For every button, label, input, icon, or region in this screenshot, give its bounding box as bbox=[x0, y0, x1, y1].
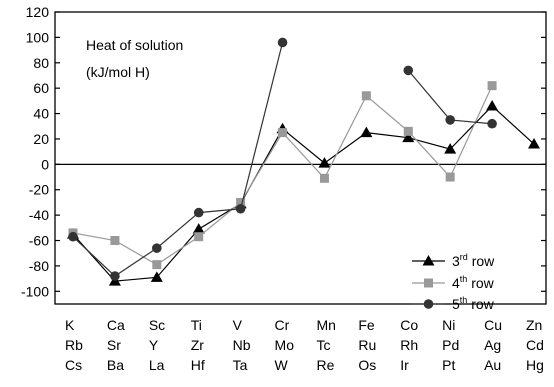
data-point-square bbox=[361, 91, 371, 101]
legend-item: 3rd row bbox=[412, 252, 495, 269]
x-category-label: Cr bbox=[275, 317, 290, 333]
data-point-circle bbox=[277, 37, 288, 48]
x-category-label: Cd bbox=[526, 337, 544, 353]
series-3 bbox=[68, 37, 497, 281]
x-category-label: Ca bbox=[107, 317, 125, 333]
x-category-label: Re bbox=[316, 357, 334, 373]
y-tick-label: 0 bbox=[41, 156, 49, 172]
y-tick-label: -60 bbox=[29, 233, 49, 249]
y-tick-label: -100 bbox=[21, 283, 49, 299]
x-category-label: Ni bbox=[442, 317, 455, 333]
legend: 3rd row 4th row 5th row bbox=[412, 252, 495, 312]
data-point-square bbox=[236, 197, 246, 207]
x-category-label: Hf bbox=[191, 357, 205, 373]
x-category-label: V bbox=[233, 317, 243, 333]
data-point-square bbox=[194, 232, 204, 242]
data-point-circle bbox=[110, 271, 120, 281]
x-category-label: W bbox=[275, 357, 289, 373]
y-tick-label: -80 bbox=[29, 258, 49, 274]
legend-label: 5th row bbox=[452, 295, 495, 312]
data-point-circle bbox=[403, 65, 414, 76]
x-category-label: Zn bbox=[526, 317, 542, 333]
data-point-circle bbox=[193, 207, 204, 218]
y-tick-label: 60 bbox=[33, 80, 49, 96]
data-point-circle bbox=[235, 203, 246, 214]
legend-marker-circle bbox=[423, 299, 434, 309]
x-category-label: Cu bbox=[484, 317, 502, 333]
legend-label: 4th row bbox=[452, 274, 495, 291]
plot-frame bbox=[54, 11, 547, 305]
y-tick-label: 80 bbox=[33, 55, 49, 71]
x-category-label: Ir bbox=[400, 357, 409, 373]
x-category-label: Os bbox=[358, 357, 376, 373]
series-line bbox=[72, 85, 493, 266]
series-2 bbox=[68, 81, 497, 270]
x-category-label: K bbox=[65, 317, 75, 333]
data-point-triangle bbox=[528, 138, 540, 149]
x-category-label: Au bbox=[484, 357, 501, 373]
series-line bbox=[72, 105, 535, 282]
x-category-label: Ti bbox=[191, 317, 202, 333]
series-layer bbox=[67, 37, 540, 286]
x-category-label: Ag bbox=[484, 337, 501, 353]
data-point-square bbox=[278, 128, 288, 138]
x-category-label: Nb bbox=[233, 337, 251, 353]
data-point-triangle bbox=[150, 271, 163, 282]
data-point-square bbox=[445, 172, 455, 182]
y-tick-label: 120 bbox=[26, 4, 50, 20]
x-category-label: Ru bbox=[358, 337, 376, 353]
x-category-label: Cs bbox=[65, 357, 82, 373]
data-point-square bbox=[487, 81, 497, 91]
data-point-circle bbox=[487, 118, 497, 129]
annotation-line-2: (kJ/mol H) bbox=[86, 64, 150, 80]
legend-marker-square bbox=[424, 278, 433, 288]
y-tick-label: 100 bbox=[26, 29, 50, 45]
legend-label: 3rd row bbox=[452, 252, 495, 269]
x-category-label: Mo bbox=[275, 337, 295, 353]
data-point-triangle bbox=[192, 223, 205, 234]
data-point-square bbox=[403, 126, 413, 136]
x-category-label: Ba bbox=[107, 357, 124, 373]
x-category-label: Ta bbox=[233, 357, 248, 373]
data-point-circle bbox=[68, 231, 78, 242]
x-category-label: Sr bbox=[107, 337, 121, 353]
x-category-label: Pt bbox=[442, 357, 455, 373]
data-point-triangle bbox=[318, 157, 331, 168]
series-line bbox=[72, 42, 284, 277]
y-axis: -100 -80 -60 -40 -20 0 20 40 60 80 100 120 bbox=[21, 4, 546, 299]
data-point-square bbox=[319, 173, 329, 183]
legend-marker-triangle bbox=[422, 255, 435, 266]
data-point-triangle bbox=[486, 99, 499, 111]
annotation-line-1: Heat of solution bbox=[86, 37, 183, 53]
data-point-square bbox=[152, 260, 162, 270]
data-point-triangle bbox=[402, 131, 415, 143]
legend-item: 5th row bbox=[412, 295, 495, 312]
x-category-label: Rh bbox=[400, 337, 418, 353]
legend-item: 4th row bbox=[412, 274, 495, 291]
data-point-circle bbox=[445, 115, 455, 125]
x-category-label: Fe bbox=[358, 317, 375, 333]
x-category-label: Zr bbox=[191, 337, 205, 353]
x-category-label: Hg bbox=[526, 357, 544, 373]
data-point-square bbox=[110, 236, 120, 246]
x-category-label: Mn bbox=[316, 317, 335, 333]
x-category-label: Tc bbox=[316, 337, 330, 353]
x-category-label: Rb bbox=[65, 337, 83, 353]
x-category-labels: K Ca Sc Ti V Cr Mn Fe Co Ni Cu Zn Rb Sr Y Zr Nb Mo Tc Ru Rh P… bbox=[65, 317, 544, 373]
x-category-label: Pd bbox=[442, 337, 459, 353]
y-tick-label: 40 bbox=[33, 106, 49, 122]
data-point-triangle bbox=[444, 143, 457, 154]
data-point-circle bbox=[152, 243, 162, 253]
x-category-label: Sc bbox=[149, 317, 165, 333]
y-tick-label: -40 bbox=[29, 207, 49, 223]
x-category-label: Y bbox=[149, 337, 159, 353]
data-point-triangle bbox=[360, 126, 373, 138]
x-category-label: La bbox=[149, 357, 165, 373]
x-category-label: Co bbox=[400, 317, 418, 333]
y-tick-label: 20 bbox=[33, 131, 49, 147]
y-tick-label: -20 bbox=[29, 182, 49, 198]
